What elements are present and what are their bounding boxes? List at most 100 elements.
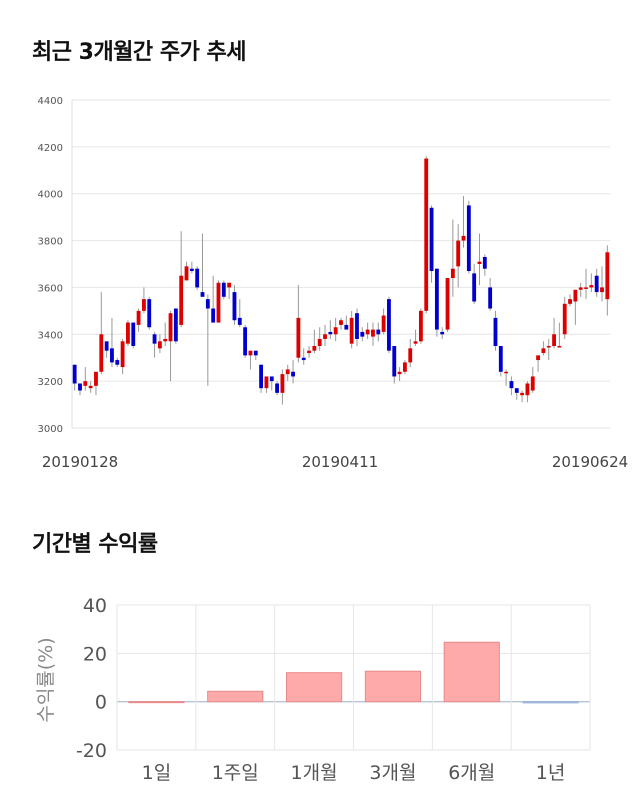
candle-body xyxy=(99,334,104,372)
candle-body xyxy=(104,341,109,351)
candle-body xyxy=(509,381,514,389)
candle-body xyxy=(168,313,173,342)
candle-body xyxy=(408,348,413,363)
candle-body xyxy=(221,282,226,297)
candle-body xyxy=(152,334,157,344)
candle-body xyxy=(371,329,375,337)
candle-body xyxy=(578,287,583,290)
candle-body xyxy=(589,285,594,288)
candle-body xyxy=(392,346,397,377)
candle-body xyxy=(355,313,359,339)
candle-body xyxy=(557,346,562,348)
candle-body xyxy=(472,273,477,302)
price-y-tick-label: 3000 xyxy=(38,424,63,435)
candle-body xyxy=(285,369,290,375)
returns-bar xyxy=(285,672,343,703)
returns-chart-y-ticks: -20 0 20 40 xyxy=(76,595,107,762)
candle-body xyxy=(573,289,578,302)
returns-bar xyxy=(364,670,422,703)
returns-x-tick-label: 1주일 xyxy=(212,762,259,784)
candle-body xyxy=(323,334,327,339)
candle-body xyxy=(216,282,221,323)
returns-x-tick-label: 3개월 xyxy=(369,762,416,784)
candle-body xyxy=(275,383,279,393)
returns-bar xyxy=(207,690,264,703)
returns-chart-bars xyxy=(128,641,579,704)
candle-body xyxy=(291,371,295,377)
candle-body xyxy=(525,383,530,396)
candle-body xyxy=(126,322,130,344)
candle-body xyxy=(131,322,136,346)
candle-body xyxy=(504,371,509,374)
candle-body xyxy=(594,275,599,293)
candle-body xyxy=(83,381,88,386)
returns-title: 기간별 수익률 xyxy=(32,532,158,557)
candle-body xyxy=(269,376,274,382)
candle-body xyxy=(546,346,551,348)
candle-body xyxy=(339,320,343,325)
price-chart-candles xyxy=(72,156,610,405)
returns-x-tick-label: 1개월 xyxy=(291,762,338,784)
candle-body xyxy=(493,317,498,346)
candle-body xyxy=(520,392,525,396)
price-y-tick-label: 3400 xyxy=(38,330,63,341)
candle-body xyxy=(227,282,232,288)
candle-body xyxy=(301,357,306,361)
candle-body xyxy=(163,338,168,342)
candle-body xyxy=(429,207,434,272)
candle-body xyxy=(88,385,93,389)
price-y-tick-label: 4000 xyxy=(38,190,63,201)
candle-body xyxy=(243,327,248,356)
price-trend-title: 최근 3개월간 주가 추세 xyxy=(32,40,246,65)
candle-body xyxy=(195,268,200,288)
candle-body xyxy=(72,364,77,384)
candle-body xyxy=(115,360,120,365)
candle-body xyxy=(259,364,264,389)
candle-body xyxy=(317,338,322,346)
returns-chart-y-axis-label: 수익률(%) xyxy=(35,637,57,722)
candle-body xyxy=(418,310,423,342)
candle-body xyxy=(376,329,381,335)
returns-bar xyxy=(522,701,579,704)
returns-y-tick-label: 40 xyxy=(83,595,107,617)
candle-body xyxy=(232,292,237,321)
candle-body xyxy=(94,371,98,386)
candle-body xyxy=(461,235,466,241)
candle-body xyxy=(141,299,146,311)
price-x-tick-label: 20190128 xyxy=(42,453,118,471)
returns-x-tick-label: 6개월 xyxy=(448,762,495,784)
candle-body xyxy=(456,240,461,267)
candle-body xyxy=(381,315,386,332)
candle-body xyxy=(189,268,194,272)
candle-body xyxy=(173,308,178,342)
returns-y-tick-label: 20 xyxy=(83,643,107,665)
candle-body xyxy=(440,331,445,335)
price-y-tick-label: 3600 xyxy=(38,283,63,294)
price-y-tick-label: 3200 xyxy=(38,377,63,388)
candle-body xyxy=(403,362,407,372)
returns-x-tick-label: 1년 xyxy=(536,762,566,784)
candle-body xyxy=(349,317,354,344)
candle-body xyxy=(307,350,311,354)
candle-body xyxy=(78,383,82,391)
candle-body xyxy=(605,252,610,300)
candle-body xyxy=(424,158,429,311)
candle-body xyxy=(530,376,535,391)
candle-body xyxy=(413,341,418,344)
candle-body xyxy=(253,350,258,356)
candle-body xyxy=(157,341,162,349)
candle-body xyxy=(387,299,391,351)
returns-bar xyxy=(128,701,185,704)
candle-body xyxy=(568,299,572,304)
price-chart-grid xyxy=(71,99,610,429)
returns-chart-x-ticks: 1일 1주일 1개월 3개월 6개월 1년 xyxy=(142,762,566,784)
price-x-tick-label: 20190624 xyxy=(552,453,628,471)
candle-body xyxy=(179,275,184,325)
candle-body xyxy=(600,287,604,293)
returns-y-tick-label: 0 xyxy=(95,692,107,714)
price-chart-y-ticks: 3000 3200 3400 3600 3800 4000 4200 4400 xyxy=(38,96,63,435)
candle-body xyxy=(562,303,567,335)
candle-body xyxy=(312,346,317,351)
price-candlestick-chart: 3000 3200 3400 3600 3800 4000 4200 4400 2019012… xyxy=(38,96,629,471)
